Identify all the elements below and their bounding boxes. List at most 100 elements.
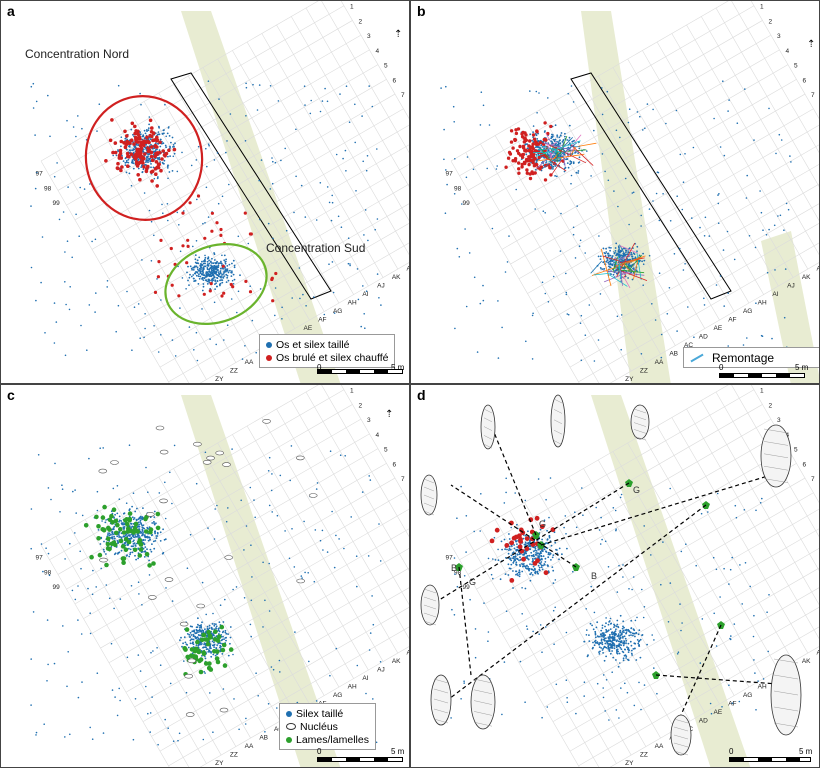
flint-dot <box>612 642 615 644</box>
bone-flint-dot <box>643 259 646 262</box>
burnt-dot <box>529 145 533 149</box>
flint-dot <box>608 639 611 641</box>
bone-flint-dot <box>538 146 541 149</box>
flint-dot <box>191 625 194 628</box>
flint-dot <box>583 695 585 697</box>
bone-flint-dot <box>208 270 210 273</box>
bone-flint-dot <box>693 336 695 339</box>
bone-flint-dot <box>223 271 226 274</box>
bone-flint-dot <box>551 135 554 138</box>
flint-dot <box>74 598 77 601</box>
flint-dot <box>130 526 132 529</box>
bone-flint-dot <box>147 127 150 129</box>
flint-dot <box>103 540 105 543</box>
trench-band <box>181 11 341 383</box>
bone-flint-dot <box>631 192 634 194</box>
bone-flint-dot <box>636 111 639 113</box>
bone-flint-dot <box>736 122 739 124</box>
bone-flint-dot <box>559 250 562 252</box>
bone-flint-dot <box>655 192 658 195</box>
flint-dot <box>210 655 213 658</box>
bone-flint-dot <box>197 275 200 278</box>
blade-dot <box>123 518 128 523</box>
flint-dot <box>208 650 211 653</box>
bone-flint-dot <box>205 186 208 189</box>
flint-dot <box>632 648 635 650</box>
flint-dot <box>544 561 547 563</box>
bone-flint-dot <box>676 195 678 197</box>
flint-dot <box>113 607 115 610</box>
flint-dot <box>630 649 633 652</box>
bone-flint-dot <box>233 278 236 281</box>
flint-dot <box>344 455 347 457</box>
burnt-dot <box>111 150 115 155</box>
flint-dot <box>189 625 192 628</box>
bone-flint-dot <box>532 131 534 134</box>
flint-dot <box>215 625 218 628</box>
refit-line <box>608 274 628 287</box>
flint-dot <box>153 547 156 550</box>
bone-flint-dot <box>532 125 535 127</box>
bone-flint-dot <box>354 103 356 106</box>
flint-dot <box>605 617 607 619</box>
burnt-dot <box>532 137 537 141</box>
flint-dot <box>122 523 125 526</box>
burnt-dot <box>521 556 526 562</box>
bone-flint-dot <box>608 254 610 256</box>
bone-flint-dot <box>163 129 165 131</box>
bone-flint-dot <box>560 132 563 134</box>
flint-dot <box>701 618 704 620</box>
bone-flint-dot <box>574 257 577 259</box>
grid-col-label: AC <box>274 726 283 733</box>
flint-dot <box>142 539 145 542</box>
flint-dot <box>316 482 319 484</box>
blade-dot <box>221 642 227 648</box>
bone-flint-dot <box>218 272 220 275</box>
bone-flint-dot <box>347 262 350 265</box>
flint-dot <box>130 523 133 525</box>
flint-dot <box>630 627 633 629</box>
flint-dot <box>643 606 646 608</box>
grid-row-label: 2 <box>358 402 362 409</box>
grid-col-label: AH <box>348 684 357 691</box>
flint-dot <box>628 649 630 652</box>
leader-line <box>655 674 792 686</box>
bone-flint-dot <box>221 281 224 284</box>
bone-flint-dot <box>446 183 448 186</box>
bone-flint-dot <box>156 148 158 151</box>
grid-line <box>70 143 207 380</box>
bone-flint-dot <box>194 254 197 256</box>
flint-dot <box>135 518 138 521</box>
bone-flint-dot <box>67 186 69 188</box>
flint-dot <box>134 535 137 538</box>
flint-dot <box>590 585 592 588</box>
bone-flint-dot <box>255 351 257 354</box>
flint-dot <box>164 517 167 520</box>
flint-dot <box>607 640 610 643</box>
bone-flint-dot <box>218 98 220 100</box>
flint-dot <box>713 612 715 615</box>
artifact-hatch <box>553 409 563 414</box>
bone-flint-dot <box>526 147 529 150</box>
flint-dot <box>602 652 604 654</box>
nucleus-mark <box>164 577 174 582</box>
grid-col-label: AG <box>333 308 342 315</box>
flint-dot <box>744 562 747 564</box>
bone-flint-dot <box>620 314 623 316</box>
bone-flint-dot <box>198 277 201 280</box>
bone-flint-dot <box>258 84 261 86</box>
refit-line <box>620 257 636 272</box>
flint-dot <box>365 692 367 695</box>
flint-dot <box>108 597 111 600</box>
grid-line <box>321 385 409 537</box>
bone-flint-dot <box>755 302 757 305</box>
burnt-dot <box>541 142 546 146</box>
bone-flint-dot <box>628 263 630 265</box>
blade-dot <box>155 511 161 517</box>
bone-flint-dot <box>557 142 560 145</box>
grid-line <box>465 536 600 767</box>
burnt-dot <box>517 161 521 165</box>
bone-flint-dot <box>274 314 276 317</box>
grid-row-label: 5 <box>384 447 388 454</box>
bone-flint-dot <box>717 194 719 196</box>
